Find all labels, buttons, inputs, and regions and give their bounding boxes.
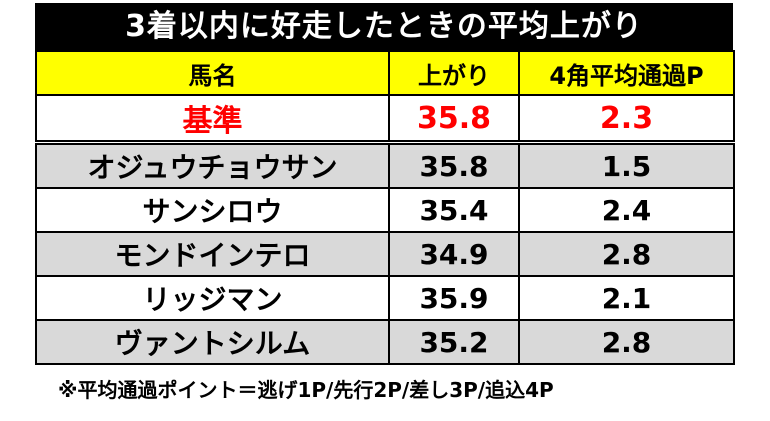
- agari-value: 35.8: [388, 141, 520, 189]
- footnote: ※平均通過ポイント＝逃げ1P/先行2P/差し3P/追込4P: [58, 378, 554, 402]
- pass-value: 2.1: [518, 275, 735, 321]
- header-corner-pass: 4角平均通過P: [518, 50, 735, 96]
- agari-value: 34.9: [388, 231, 520, 277]
- base-row: 基準 35.8 2.3: [35, 94, 735, 145]
- horse-name: リッジマン: [35, 275, 390, 321]
- pass-value: 2.4: [518, 187, 735, 233]
- results-table-container: 3着以内に好走したときの平均上がり 馬名 上がり 4角平均通過P 基準 35.8…: [35, 3, 735, 365]
- pass-value: 1.5: [518, 141, 735, 189]
- header-row: 馬名 上がり 4角平均通過P: [35, 50, 735, 96]
- agari-value: 35.2: [388, 319, 520, 365]
- pass-value: 2.8: [518, 319, 735, 365]
- table-row: サンシロウ 35.4 2.4: [35, 187, 735, 233]
- base-label: 基準: [35, 94, 390, 145]
- pass-value: 2.8: [518, 231, 735, 277]
- table-title: 3着以内に好走したときの平均上がり: [35, 3, 733, 50]
- table-row: モンドインテロ 34.9 2.8: [35, 231, 735, 277]
- base-agari: 35.8: [388, 94, 520, 145]
- table-row: ヴァントシルム 35.2 2.8: [35, 319, 735, 365]
- results-table: 馬名 上がり 4角平均通過P 基準 35.8 2.3 オジュウチョウサン 35.…: [35, 50, 735, 365]
- header-agari: 上がり: [388, 50, 520, 96]
- horse-name: ヴァントシルム: [35, 319, 390, 365]
- base-pass: 2.3: [518, 94, 735, 145]
- table-row: リッジマン 35.9 2.1: [35, 275, 735, 321]
- header-horse-name: 馬名: [35, 50, 390, 96]
- horse-name: サンシロウ: [35, 187, 390, 233]
- agari-value: 35.4: [388, 187, 520, 233]
- agari-value: 35.9: [388, 275, 520, 321]
- table-row: オジュウチョウサン 35.8 1.5: [35, 141, 735, 189]
- horse-name: モンドインテロ: [35, 231, 390, 277]
- horse-name: オジュウチョウサン: [35, 141, 390, 189]
